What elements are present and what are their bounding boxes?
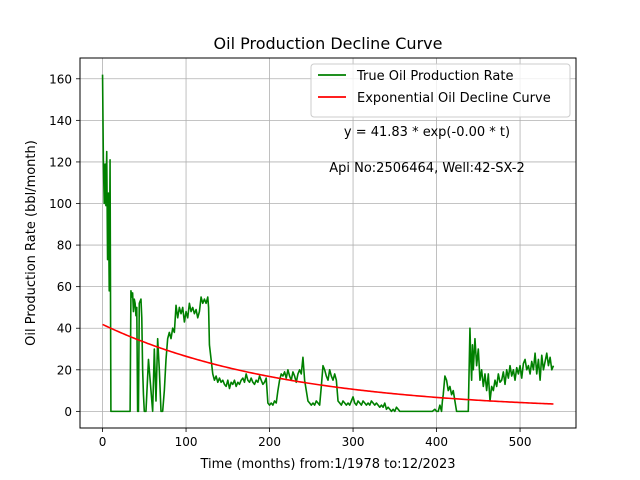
y-tick-label: 80 bbox=[57, 239, 72, 253]
x-axis-ticks: 0 100 200 300 400 500 bbox=[99, 428, 532, 449]
well-annotation: Api No:2506464, Well:42-SX-2 bbox=[329, 161, 525, 176]
y-axis-ticks: 0 20 40 60 80 100 120 140 160 bbox=[49, 72, 80, 419]
y-tick-label: 60 bbox=[57, 280, 72, 294]
plot-frame bbox=[79, 57, 577, 429]
y-axis-label: Oil Production Rate (bbl/month) bbox=[24, 140, 39, 346]
y-tick-label: 0 bbox=[64, 405, 72, 419]
x-tick-label: 0 bbox=[99, 435, 107, 449]
x-tick-label: 500 bbox=[509, 435, 532, 449]
legend-box bbox=[310, 63, 571, 118]
plot-series bbox=[101, 74, 555, 413]
y-tick-label: 40 bbox=[57, 322, 72, 336]
exponential-decline-curve bbox=[102, 323, 554, 405]
legend-label-exponential: Exponential Oil Decline Curve bbox=[357, 91, 551, 106]
y-tick-label: 160 bbox=[49, 72, 72, 86]
y-tick-label: 20 bbox=[57, 363, 72, 377]
y-tick-label: 100 bbox=[49, 197, 72, 211]
equation-annotation: y = 41.83 * exp(-0.00 * t) bbox=[344, 125, 510, 140]
true-oil-production-line bbox=[101, 74, 555, 413]
x-tick-label: 100 bbox=[175, 435, 198, 449]
chart-title: Oil Production Decline Curve bbox=[214, 34, 443, 53]
y-tick-label: 140 bbox=[49, 114, 72, 128]
legend-label-true-rate: True Oil Production Rate bbox=[356, 69, 513, 84]
x-tick-label: 200 bbox=[258, 435, 281, 449]
x-tick-label: 400 bbox=[425, 435, 448, 449]
x-tick-label: 300 bbox=[342, 435, 365, 449]
legend: True Oil Production Rate Exponential Oil… bbox=[310, 63, 571, 118]
y-tick-label: 120 bbox=[49, 155, 72, 169]
x-axis-label: Time (months) from:1/1978 to:12/2023 bbox=[199, 457, 455, 472]
